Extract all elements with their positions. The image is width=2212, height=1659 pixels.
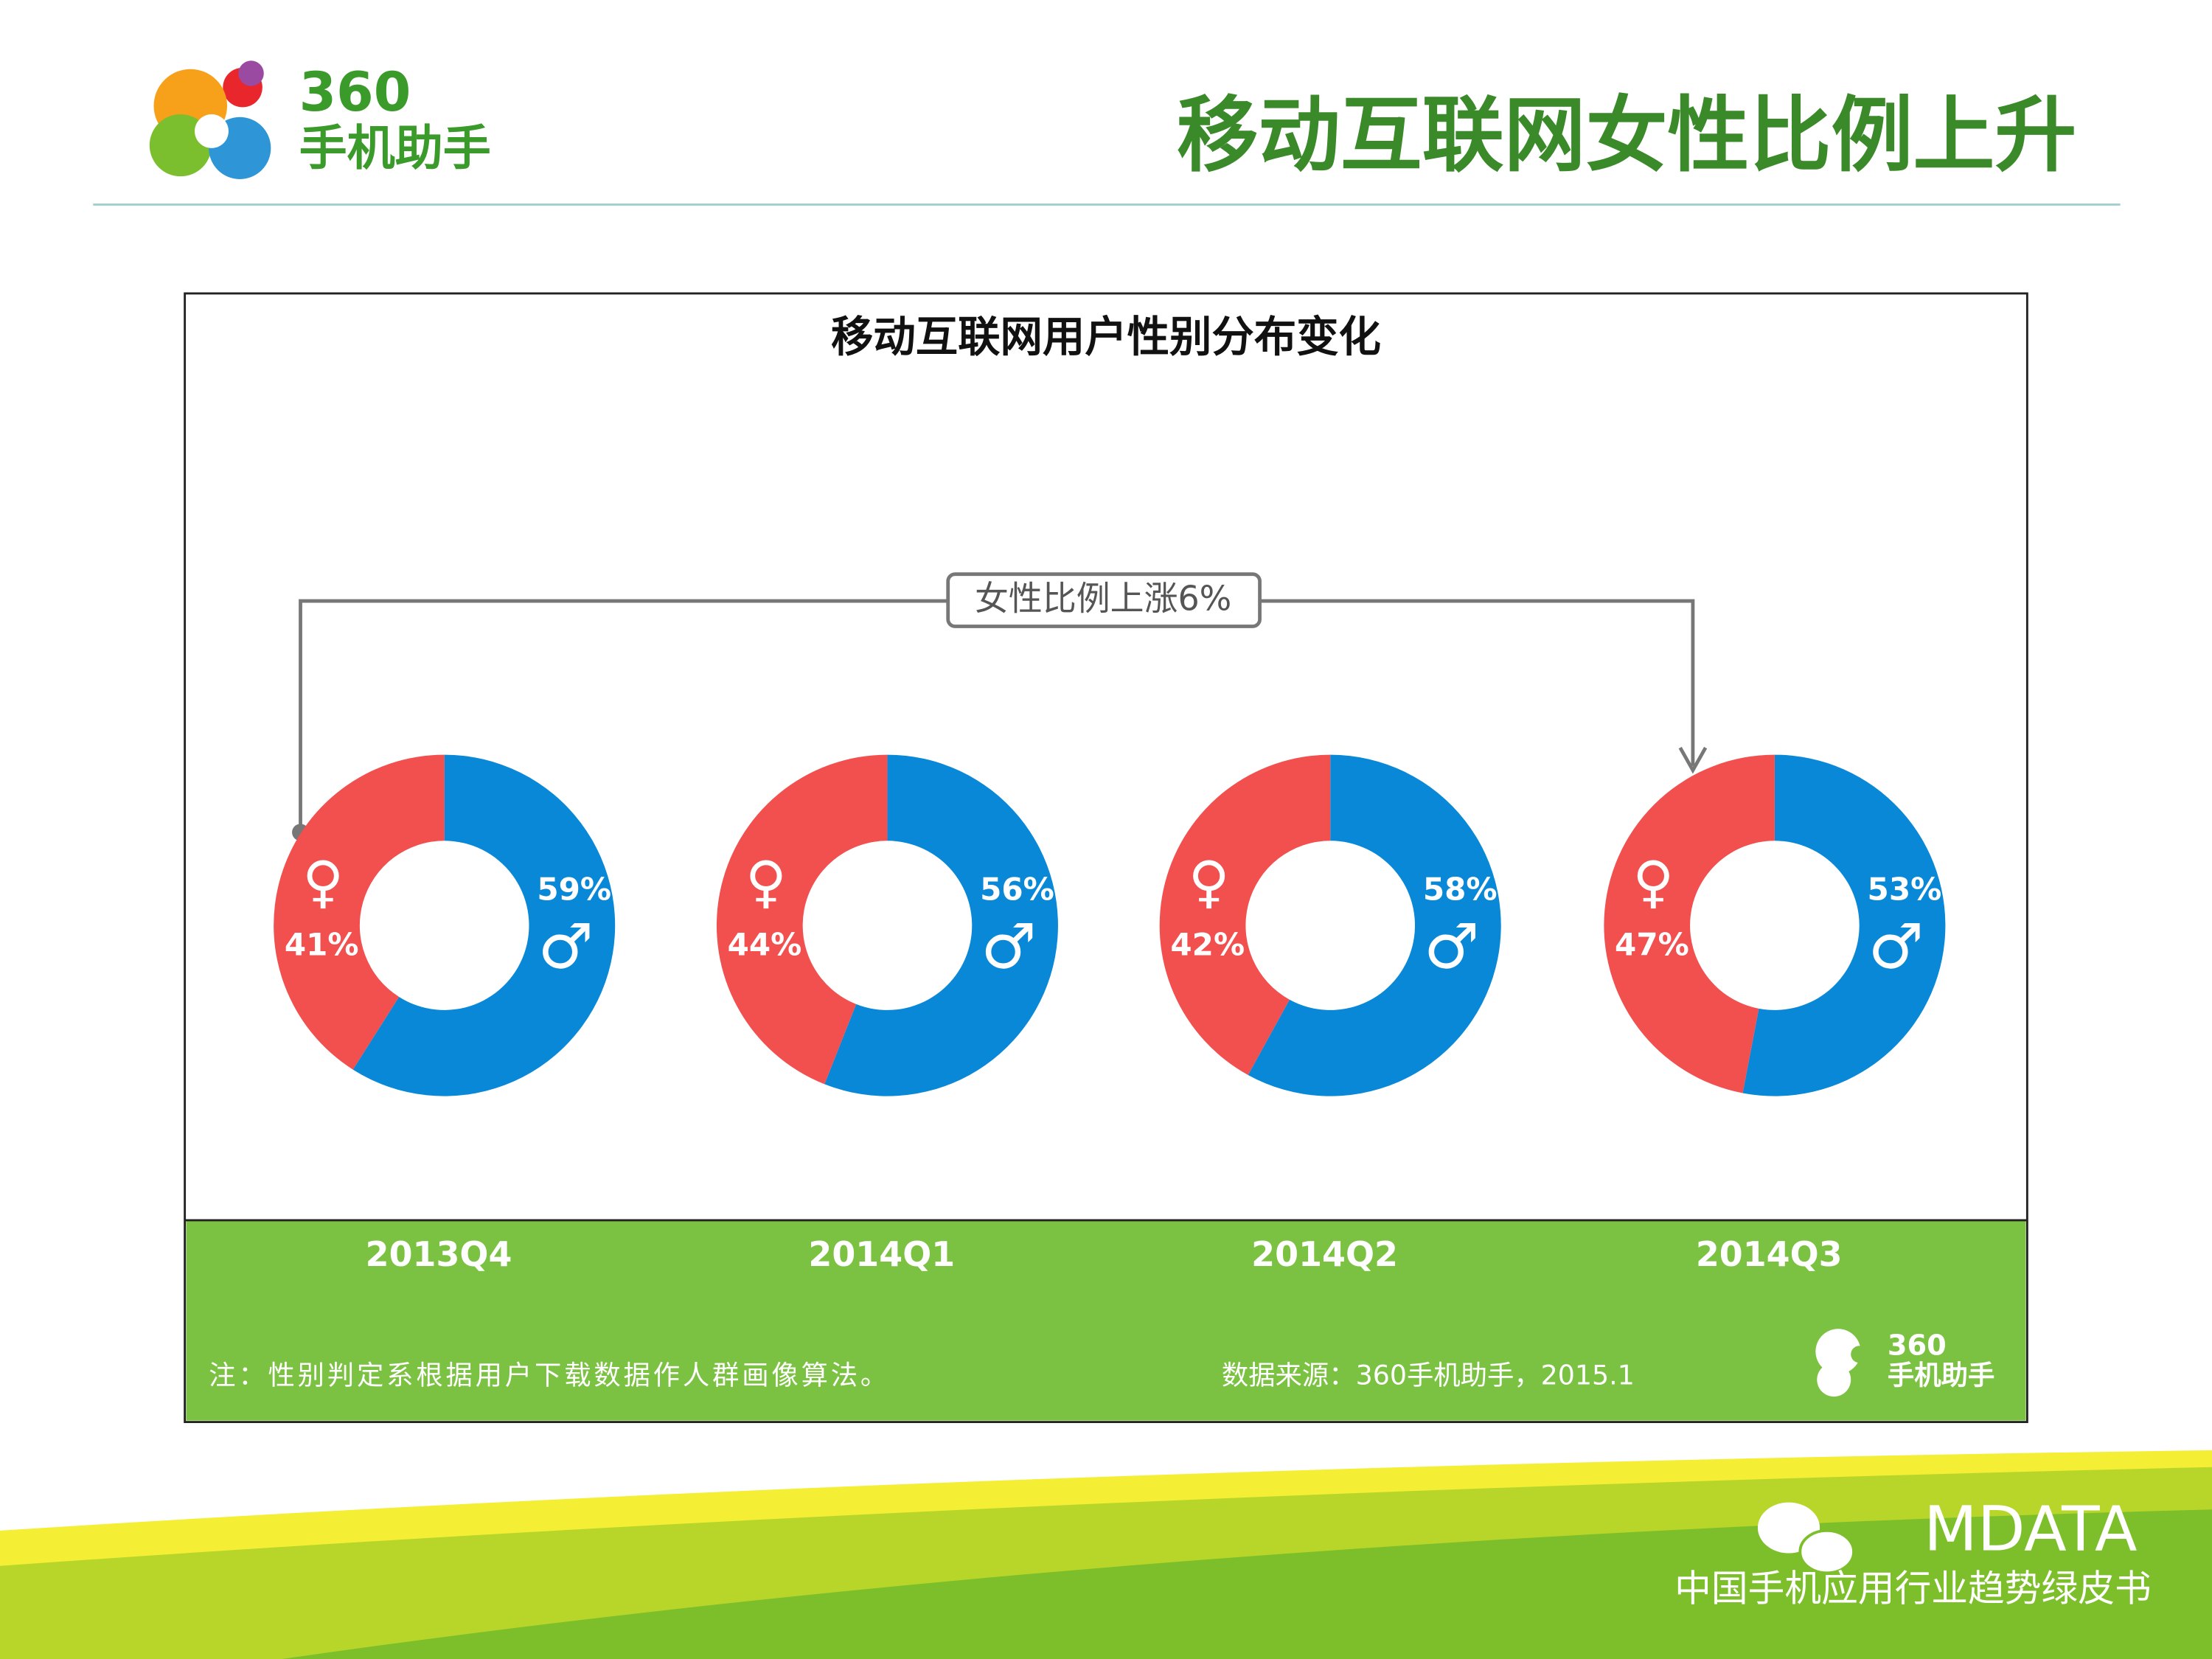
legend-symbol: ♂ [981, 910, 1036, 982]
source: 数据来源：360手机助手，2015.1 [1222, 1359, 1635, 1391]
annotation-text: 女性比例上涨6% [975, 579, 1231, 619]
panel-logo-subtext: 手机助手 [1888, 1359, 1994, 1391]
footer-swoosh [282, 1509, 2212, 1659]
value-label: 44% [728, 926, 802, 962]
footer-subtitle: 中国手机应用行业趋势绿皮书 [1674, 1568, 2152, 1610]
footer-brand: MDATA [1924, 1493, 2137, 1565]
slide-title: 移动互联网女性比例上升 [1177, 88, 2076, 184]
logo-subtext: 手机助手 [299, 121, 491, 176]
donut-segment [1248, 754, 1501, 1096]
logo-icon [149, 60, 271, 179]
legend-symbol: ♂ [1868, 910, 1924, 982]
legend-symbol: ♀ [745, 850, 787, 916]
logo-text: 360 [299, 62, 411, 124]
donut-segment [274, 754, 445, 1070]
note: 注：性别判定系根据用户下载数据作人群画像算法。 [209, 1359, 890, 1391]
value-label: 42% [1170, 926, 1245, 962]
donut-segment [824, 754, 1058, 1096]
value-label: 56% [980, 872, 1054, 908]
donut-charts: ♀41%59%♂2013Q4♀44%56%♂2014Q1♀42%58%♂2014… [274, 754, 1946, 1274]
chart-label: 2014Q3 [1696, 1234, 1843, 1274]
donut-segment [1159, 754, 1331, 1075]
value-label: 59% [537, 872, 611, 908]
legend-symbol: ♀ [302, 850, 344, 916]
value-label: 58% [1423, 872, 1498, 908]
chart-label: 2013Q4 [366, 1234, 512, 1274]
donut-segment [1742, 754, 1946, 1096]
legend-symbol: ♂ [538, 910, 593, 982]
legend-symbol: ♂ [1424, 910, 1479, 982]
donut-segment [1604, 754, 1775, 1093]
panel-logo-text: 360 [1888, 1329, 1947, 1363]
wechat-icon [1757, 1502, 1855, 1575]
legend-symbol: ♀ [1189, 850, 1230, 916]
value-label: 41% [285, 926, 359, 962]
annotation-box [946, 572, 1262, 628]
value-label: 53% [1868, 872, 1942, 908]
donut-segment [352, 754, 616, 1096]
panel-logo-icon [1815, 1329, 1868, 1397]
donut-segment [716, 754, 888, 1085]
legend-symbol: ♀ [1632, 850, 1674, 916]
chart-label: 2014Q2 [1251, 1234, 1398, 1274]
value-label: 47% [1615, 926, 1689, 962]
panel-band [186, 1220, 2026, 1421]
annotation-arrow [1678, 746, 1708, 774]
panel-title: 移动互联网用户性别分布变化 [831, 313, 1381, 362]
chart-label: 2014Q1 [808, 1234, 955, 1274]
